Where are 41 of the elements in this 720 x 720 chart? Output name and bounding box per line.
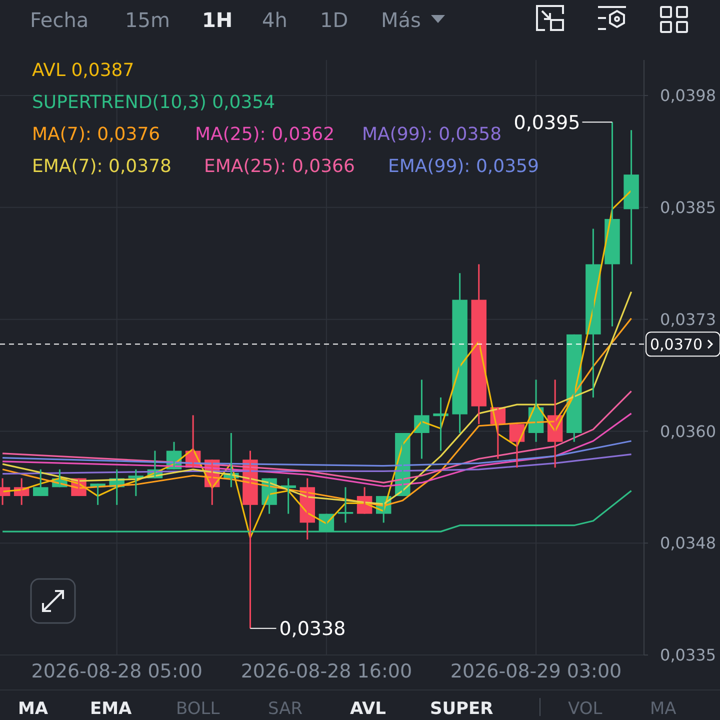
text: EMA(99): 0,0359 xyxy=(388,156,539,177)
candlestick xyxy=(33,468,48,497)
annotation: 0,0395 xyxy=(514,112,580,134)
y-tick-label: 0,0360 xyxy=(660,422,716,441)
text: EMA(25): 0,0366 xyxy=(204,156,355,177)
text: 1D xyxy=(320,8,348,32)
line-series xyxy=(2,440,632,467)
line-series xyxy=(2,412,632,488)
y-tick-label: 0,0335 xyxy=(660,646,716,665)
text: SUPERTREND(10,3) 0,0354 xyxy=(32,92,276,113)
x-tick-label: 2026-08-29 03:00 xyxy=(450,660,622,683)
y-tick-label: 0,0385 xyxy=(660,198,716,218)
y-tick-label: 0,0373 xyxy=(660,310,716,329)
annotation: 0,0338 xyxy=(279,618,346,640)
x-tick-label: 2026-08-28 16:00 xyxy=(240,660,412,683)
text: Más xyxy=(381,8,421,32)
text: EMA(7): 0,0378 xyxy=(32,156,172,177)
text: 15m xyxy=(125,8,170,32)
text: EMA xyxy=(90,699,133,719)
text: SAR xyxy=(268,699,303,719)
ref-line-label: 0,0370 xyxy=(650,335,702,354)
line-series xyxy=(2,454,632,475)
y-tick-label: 0,0348 xyxy=(660,534,716,553)
text: MA xyxy=(18,699,49,719)
line-series xyxy=(2,390,632,484)
line-series xyxy=(2,490,632,532)
text: AVL 0,0387 xyxy=(32,60,134,81)
text: MA(7): 0,0376 xyxy=(32,124,160,145)
text: MA(25): 0,0362 xyxy=(195,124,335,145)
text: MA xyxy=(650,699,677,719)
candlestick xyxy=(338,486,354,524)
text: SUPER xyxy=(430,699,494,719)
text: 1H xyxy=(202,8,233,32)
text: MA(99): 0,0358 xyxy=(362,124,502,145)
text: 4h xyxy=(262,8,288,32)
x-tick-label: 2026-08-28 05:00 xyxy=(31,660,202,683)
text: BOLL xyxy=(176,699,220,719)
text: Fecha xyxy=(30,8,89,32)
text: VOL xyxy=(568,699,603,719)
y-tick-label: 0,0398 xyxy=(660,86,716,106)
text: AVL xyxy=(350,699,386,719)
